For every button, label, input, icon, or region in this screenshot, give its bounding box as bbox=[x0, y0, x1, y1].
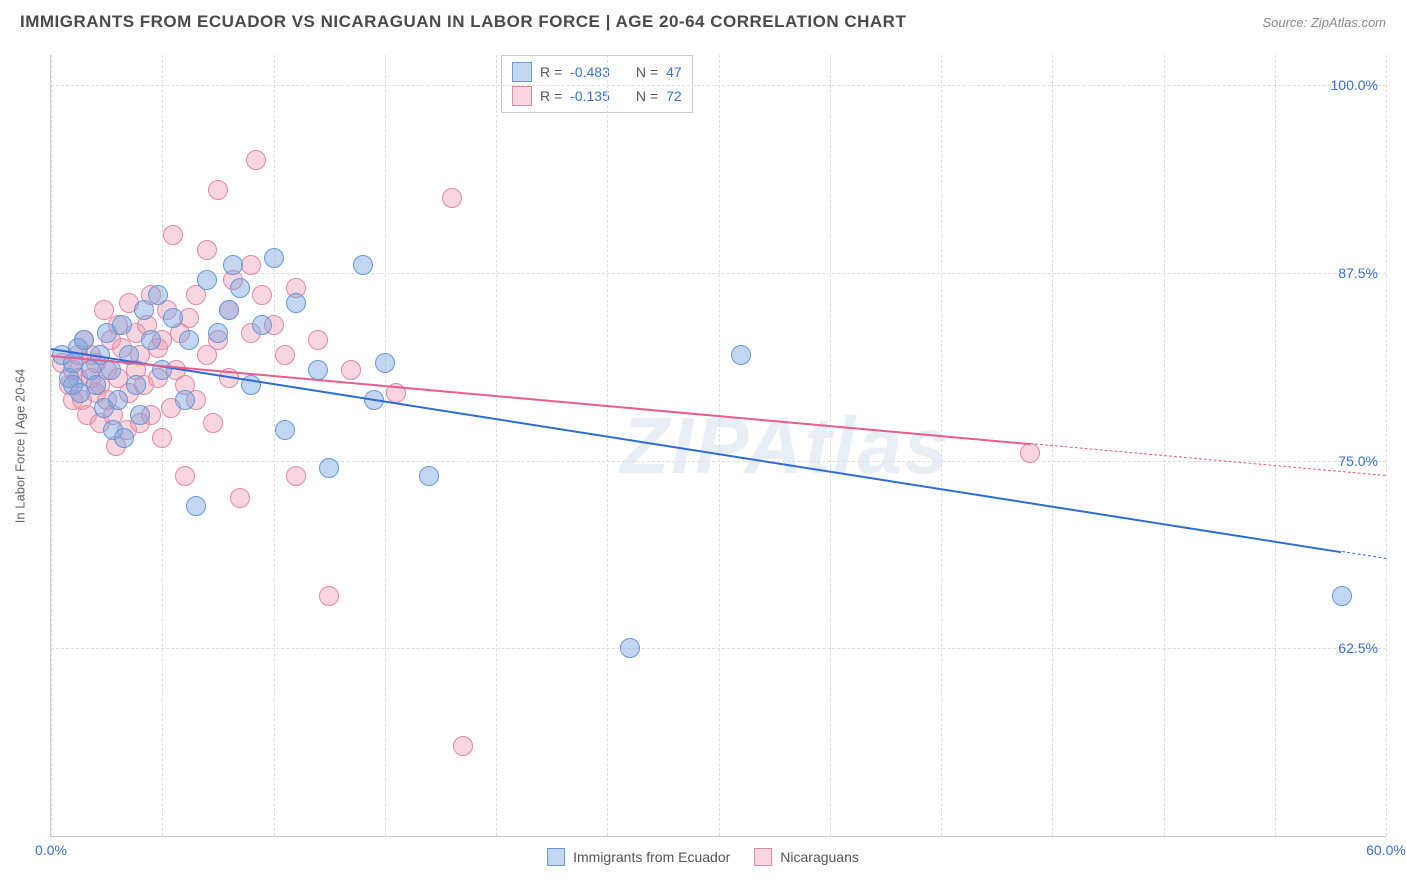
scatter-point bbox=[230, 278, 250, 298]
legend-swatch bbox=[512, 62, 532, 82]
scatter-point bbox=[230, 488, 250, 508]
scatter-point bbox=[175, 390, 195, 410]
trend-line bbox=[51, 348, 1342, 553]
scatter-point bbox=[252, 315, 272, 335]
gridline-v bbox=[385, 55, 386, 836]
scatter-point bbox=[74, 330, 94, 350]
scatter-point bbox=[130, 405, 150, 425]
scatter-point bbox=[241, 255, 261, 275]
legend-item: Immigrants from Ecuador bbox=[547, 846, 730, 868]
scatter-point bbox=[286, 293, 306, 313]
scatter-point bbox=[186, 496, 206, 516]
legend-stat-row: R = -0.135 N = 72 bbox=[512, 84, 682, 108]
y-tick-label: 100.0% bbox=[1331, 77, 1378, 93]
gridline-v bbox=[830, 55, 831, 836]
legend-swatch bbox=[547, 848, 565, 866]
scatter-point bbox=[163, 308, 183, 328]
scatter-point bbox=[620, 638, 640, 658]
scatter-point bbox=[353, 255, 373, 275]
scatter-point bbox=[108, 390, 128, 410]
scatter-point bbox=[319, 586, 339, 606]
legend-swatch bbox=[754, 848, 772, 866]
legend-r-value: -0.483 bbox=[570, 64, 610, 80]
legend-n-label: N = bbox=[636, 88, 658, 104]
x-tick-label: 0.0% bbox=[35, 842, 67, 858]
scatter-point bbox=[112, 315, 132, 335]
legend-label: Immigrants from Ecuador bbox=[573, 849, 730, 865]
scatter-point bbox=[419, 466, 439, 486]
legend-r-label: R = bbox=[540, 64, 562, 80]
scatter-point bbox=[1020, 443, 1040, 463]
chart-title: IMMIGRANTS FROM ECUADOR VS NICARAGUAN IN… bbox=[20, 12, 906, 32]
legend-stats-box: R = -0.483 N = 47 R = -0.135 N = 72 bbox=[501, 55, 693, 113]
y-tick-label: 62.5% bbox=[1338, 640, 1378, 656]
gridline-v bbox=[496, 55, 497, 836]
gridline-v bbox=[1275, 55, 1276, 836]
scatter-point bbox=[175, 466, 195, 486]
gridline-v bbox=[941, 55, 942, 836]
scatter-point bbox=[152, 428, 172, 448]
scatter-point bbox=[731, 345, 751, 365]
scatter-point bbox=[141, 330, 161, 350]
gridline-v bbox=[607, 55, 608, 836]
y-axis-label: In Labor Force | Age 20-64 bbox=[13, 369, 28, 523]
scatter-point bbox=[208, 323, 228, 343]
scatter-point bbox=[252, 285, 272, 305]
scatter-point bbox=[148, 285, 168, 305]
scatter-point bbox=[197, 240, 217, 260]
scatter-point bbox=[101, 360, 121, 380]
scatter-point bbox=[223, 255, 243, 275]
legend-n-value: 47 bbox=[666, 64, 682, 80]
legend-bottom: Immigrants from Ecuador Nicaraguans bbox=[547, 846, 859, 868]
scatter-point bbox=[163, 225, 183, 245]
scatter-point bbox=[264, 248, 284, 268]
scatter-point bbox=[208, 180, 228, 200]
y-tick-label: 75.0% bbox=[1338, 453, 1378, 469]
scatter-point bbox=[453, 736, 473, 756]
scatter-point bbox=[341, 360, 361, 380]
scatter-point bbox=[219, 300, 239, 320]
legend-r-label: R = bbox=[540, 88, 562, 104]
gridline-v bbox=[51, 55, 52, 836]
chart-source: Source: ZipAtlas.com bbox=[1262, 15, 1386, 30]
scatter-point bbox=[126, 375, 146, 395]
scatter-point bbox=[308, 360, 328, 380]
scatter-point bbox=[114, 428, 134, 448]
gridline-v bbox=[1164, 55, 1165, 836]
legend-n-value: 72 bbox=[666, 88, 682, 104]
scatter-point bbox=[375, 353, 395, 373]
gridline-v bbox=[719, 55, 720, 836]
scatter-point bbox=[442, 188, 462, 208]
scatter-point bbox=[179, 330, 199, 350]
scatter-point bbox=[319, 458, 339, 478]
scatter-point bbox=[197, 270, 217, 290]
scatter-point bbox=[1332, 586, 1352, 606]
scatter-point bbox=[246, 150, 266, 170]
scatter-point bbox=[308, 330, 328, 350]
legend-label: Nicaraguans bbox=[780, 849, 859, 865]
legend-stat-row: R = -0.483 N = 47 bbox=[512, 60, 682, 84]
scatter-point bbox=[275, 345, 295, 365]
legend-r-value: -0.135 bbox=[570, 88, 610, 104]
gridline-v bbox=[274, 55, 275, 836]
legend-swatch bbox=[512, 86, 532, 106]
scatter-point bbox=[203, 413, 223, 433]
gridline-v bbox=[1386, 55, 1387, 836]
scatter-point bbox=[275, 420, 295, 440]
legend-item: Nicaraguans bbox=[754, 846, 859, 868]
trend-line-dashed bbox=[1341, 551, 1386, 559]
scatter-point bbox=[86, 375, 106, 395]
chart-header: IMMIGRANTS FROM ECUADOR VS NICARAGUAN IN… bbox=[0, 0, 1406, 40]
y-tick-label: 87.5% bbox=[1338, 265, 1378, 281]
legend-n-label: N = bbox=[636, 64, 658, 80]
scatter-point bbox=[286, 466, 306, 486]
x-tick-label: 60.0% bbox=[1366, 842, 1406, 858]
chart-plot-area: ZIPAtlas R =-0.483N =47R =-0.135N =72 62… bbox=[50, 55, 1386, 837]
